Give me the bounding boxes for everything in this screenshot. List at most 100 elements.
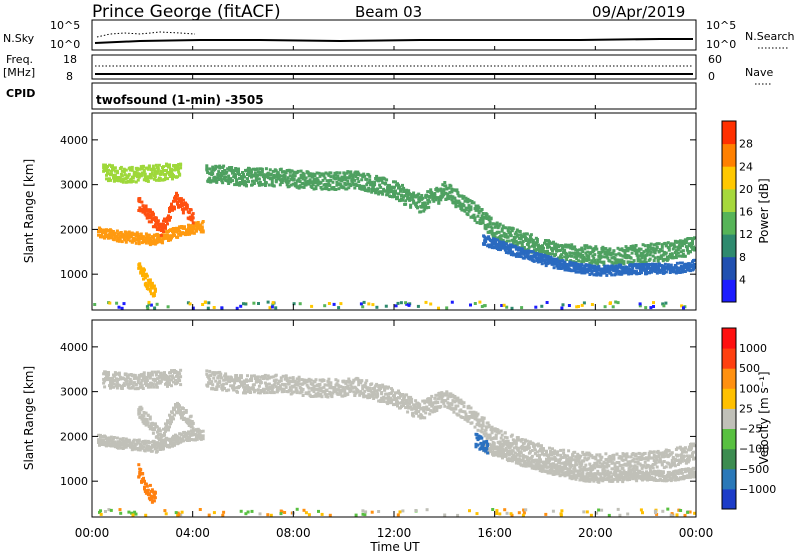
velocity-data-cell xyxy=(323,383,327,387)
power-data-cell xyxy=(329,171,333,175)
velocity-data-cell xyxy=(361,384,365,388)
power-data-cell xyxy=(443,181,447,184)
power-data-cell xyxy=(480,214,484,218)
power-data-cell xyxy=(625,254,629,257)
velocity-data-cell xyxy=(379,400,383,403)
power-colorbar-tick-label: 8 xyxy=(739,251,746,264)
velocity-data-cell xyxy=(385,392,389,396)
power-data-cell xyxy=(355,183,359,187)
power-data-cell xyxy=(150,242,154,246)
velocity-data-cell xyxy=(581,450,585,454)
power-data-cell xyxy=(653,256,657,260)
power-data-cell xyxy=(348,175,352,179)
power-data-cell xyxy=(639,260,643,264)
velocity-data-cell xyxy=(103,379,107,383)
power-data-cell xyxy=(496,238,499,242)
power-noise-cell xyxy=(540,304,544,308)
power-data-cell xyxy=(660,243,664,247)
power-data-cell xyxy=(115,169,119,173)
power-data-cell xyxy=(484,227,488,231)
power-data-cell xyxy=(618,265,622,269)
power-noise-cell xyxy=(362,300,366,304)
power-data-cell xyxy=(373,183,377,187)
power-data-cell xyxy=(185,203,189,207)
power-data-cell xyxy=(522,233,526,236)
power-data-cell xyxy=(502,242,506,246)
power-data-cell xyxy=(430,192,434,196)
power-data-cell xyxy=(159,233,163,237)
velocity-data-cell xyxy=(551,447,554,451)
velocity-data-cell xyxy=(522,448,526,452)
power-y-tick-label: 4000 xyxy=(60,134,88,147)
power-data-cell xyxy=(493,246,496,250)
power-data-cell xyxy=(522,246,526,249)
velocity-data-cell xyxy=(493,429,497,433)
power-data-cell xyxy=(118,176,122,180)
velocity-data-cell xyxy=(375,382,379,386)
power-noise-cell xyxy=(235,306,239,310)
velocity-data-cell xyxy=(317,388,321,392)
power-data-cell xyxy=(577,270,581,274)
velocity-data-cell xyxy=(421,399,425,403)
power-data-cell xyxy=(378,183,382,187)
power-data-cell xyxy=(174,228,177,232)
velocity-data-cell xyxy=(320,386,324,390)
velocity-data-cell xyxy=(397,401,400,405)
power-data-cell xyxy=(686,264,690,268)
power-data-cell xyxy=(608,268,612,272)
velocity-data-cell xyxy=(520,447,524,451)
power-noise-cell xyxy=(445,306,449,310)
power-noise-cell xyxy=(396,301,400,305)
power-data-cell xyxy=(419,196,423,199)
power-data-cell xyxy=(582,268,586,272)
power-noise-cell xyxy=(394,304,398,308)
velocity-data-cell xyxy=(216,371,220,375)
power-noise-cell xyxy=(644,306,648,310)
velocity-data-cell xyxy=(548,458,551,462)
velocity-data-cell xyxy=(489,427,493,431)
power-noise-cell xyxy=(115,301,119,305)
power-data-cell xyxy=(307,182,311,186)
power-data-cell xyxy=(544,255,548,259)
velocity-data-cell xyxy=(133,447,137,451)
power-data-cell xyxy=(590,261,594,265)
power-data-cell xyxy=(218,164,222,168)
power-data-cell xyxy=(618,248,622,252)
nsky-panel-frame xyxy=(91,19,697,51)
velocity-data-cell xyxy=(499,436,503,440)
power-data-cell xyxy=(228,168,232,172)
power-data-cell xyxy=(447,197,451,201)
power-data-cell xyxy=(164,226,167,230)
power-data-cell xyxy=(138,167,142,171)
velocity-data-cell xyxy=(578,462,582,466)
power-data-cell xyxy=(333,171,337,175)
velocity-data-cell xyxy=(406,401,410,405)
velocity-data-cell xyxy=(190,425,194,429)
power-data-cell xyxy=(646,244,650,247)
power-data-cell xyxy=(258,180,262,184)
power-data-cell xyxy=(492,232,496,236)
power-data-cell xyxy=(226,179,230,183)
velocity-data-cell xyxy=(146,421,150,425)
power-data-cell xyxy=(226,167,230,171)
velocity-data-cell xyxy=(474,411,478,415)
power-data-cell xyxy=(377,192,381,196)
power-data-cell xyxy=(596,262,600,266)
velocity-data-cell xyxy=(480,427,484,430)
power-data-cell xyxy=(548,245,551,249)
velocity-data-cell xyxy=(542,448,545,452)
power-data-cell xyxy=(211,172,215,175)
velocity-data-cell xyxy=(448,402,452,406)
velocity-data-cell xyxy=(215,385,219,389)
power-data-cell xyxy=(436,196,440,200)
velocity-data-cell xyxy=(463,410,467,414)
velocity-data-cell xyxy=(593,466,597,470)
power-noise-cell xyxy=(649,306,653,310)
velocity-data-cell xyxy=(256,391,260,395)
power-data-cell xyxy=(286,176,290,180)
velocity-data-cell xyxy=(105,441,108,445)
power-data-cell xyxy=(663,241,667,245)
power-data-cell xyxy=(177,167,181,171)
power-data-cell xyxy=(647,249,651,253)
velocity-data-cell xyxy=(559,457,563,461)
